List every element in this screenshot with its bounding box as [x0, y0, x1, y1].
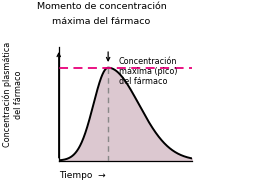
Text: máxima del fármaco: máxima del fármaco [52, 17, 151, 26]
Text: Concentración plasmática
del fármaco: Concentración plasmática del fármaco [3, 42, 23, 147]
Text: Concentración
máxima (pico)
del fármaco: Concentración máxima (pico) del fármaco [119, 57, 177, 86]
Text: Tiempo  →: Tiempo → [59, 171, 105, 180]
Text: Momento de concentración: Momento de concentración [37, 2, 166, 11]
